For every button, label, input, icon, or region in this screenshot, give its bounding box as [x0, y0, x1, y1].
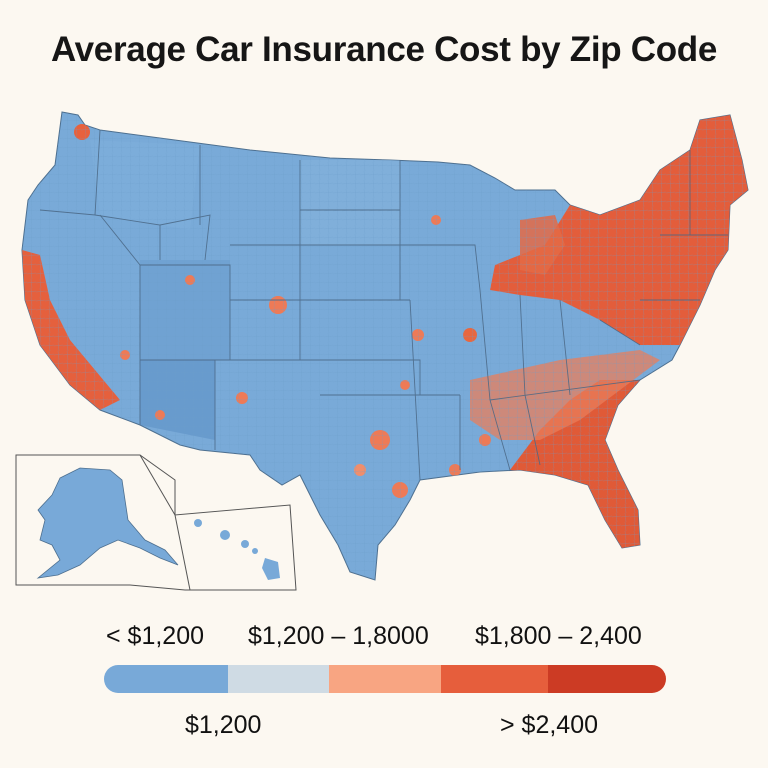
- legend-label-low: < $1,200: [106, 622, 205, 650]
- legend-color-bar: [104, 665, 666, 693]
- alaska-shape: [36, 467, 179, 579]
- legend-segment: [441, 665, 548, 693]
- legend-label-mid: $1,200 – 1,8000: [248, 622, 429, 650]
- legend-segment: [547, 665, 666, 693]
- hawaii-shape: [194, 519, 280, 580]
- map-title: Average Car Insurance Cost by Zip Code: [50, 30, 718, 69]
- legend-segment: [104, 665, 228, 693]
- legend-label-max: > $2,400: [500, 711, 599, 739]
- legend-label-min: $1,200: [185, 711, 262, 739]
- legend-segment: [227, 665, 329, 693]
- legend-label-high: $1,800 – 2,400: [475, 622, 642, 650]
- legend-segment: [328, 665, 442, 693]
